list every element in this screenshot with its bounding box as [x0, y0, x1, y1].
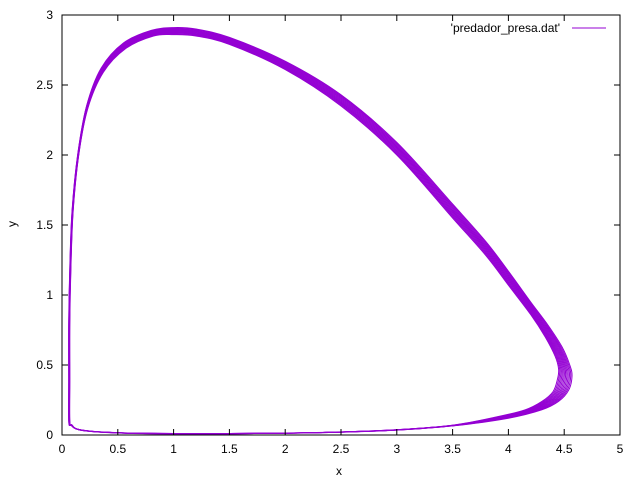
y-tick-label: 1.5: [36, 218, 53, 232]
legend-label: 'predador_presa.dat': [451, 21, 560, 35]
y-axis-title: y: [5, 221, 19, 227]
axis-ticks: [61, 14, 621, 436]
x-tick-label: 1: [170, 442, 177, 456]
x-tick-label: 4.5: [556, 442, 573, 456]
legend: 'predador_presa.dat': [451, 21, 606, 35]
y-tick-label: 2: [46, 148, 53, 162]
series-line-loop: [69, 33, 560, 435]
x-axis-title: x: [336, 464, 342, 478]
x-tick-label: 0: [59, 442, 66, 456]
y-tick-label: 1: [46, 288, 53, 302]
x-tick-label: 1.5: [221, 442, 238, 456]
x-tick-label: 4: [505, 442, 512, 456]
x-tick-label: 0.5: [109, 442, 126, 456]
y-tick-labels: 0 0.5 1 1.5 2 2.5 3: [36, 8, 53, 442]
x-tick-label: 2.5: [333, 442, 350, 456]
x-tick-label: 5: [617, 442, 624, 456]
x-tick-label: 2: [282, 442, 289, 456]
x-tick-label: 3: [393, 442, 400, 456]
y-tick-label: 0: [46, 428, 53, 442]
series-curves: [68, 26, 573, 435]
x-tick-labels: 0 0.5 1 1.5 2 2.5 3 3.5 4 4.5 5: [59, 442, 624, 456]
y-tick-label: 3: [46, 8, 53, 22]
y-tick-label: 2.5: [36, 78, 53, 92]
y-tick-label: 0.5: [36, 358, 53, 372]
x-tick-label: 3.5: [444, 442, 461, 456]
